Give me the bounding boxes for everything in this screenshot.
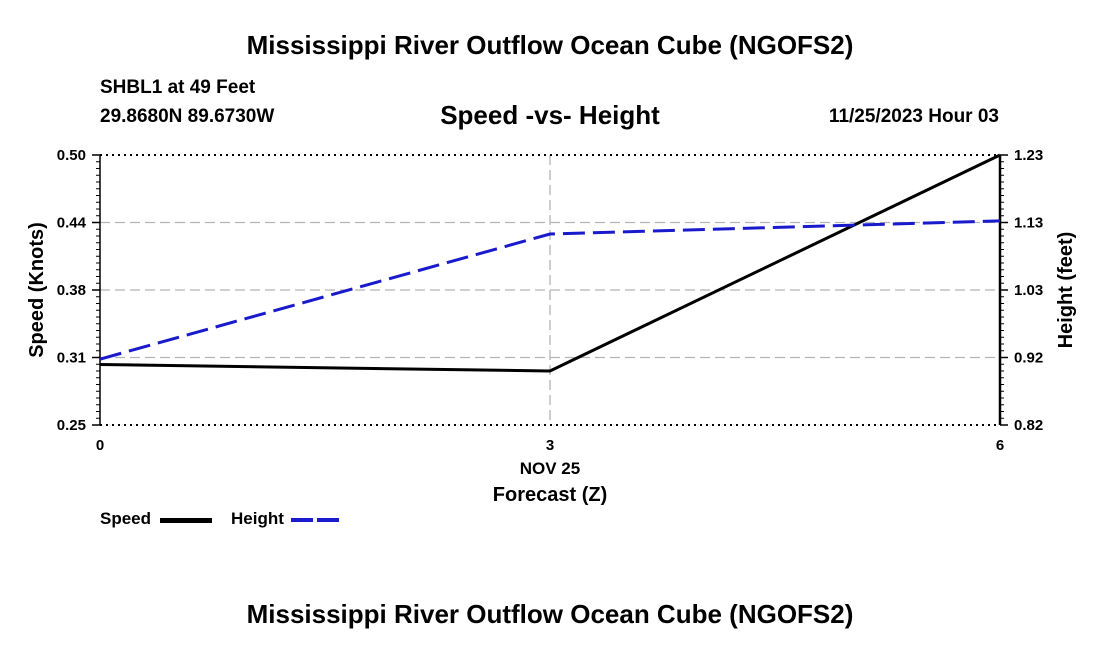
axis-labels: 0.25 0.82 0.31 0.92 0.38 1.03 0.44 1.13 0.50 1.23… [26, 147, 1077, 506]
footer-title: Mississippi River Outflow Ocean Cube (NG… [246, 599, 854, 629]
station-coordinates: 29.8680N 89.6730W [100, 106, 275, 127]
left-y-axis-title: Speed (Knots) [26, 222, 48, 358]
left-y-tick-label: 0.50 [57, 147, 86, 164]
x-tick-label: 6 [996, 437, 1004, 454]
right-y-axis-title: Height (feet) [1055, 232, 1077, 349]
legend-speed-swatch [160, 518, 212, 523]
x-date-label: NOV 25 [520, 459, 580, 478]
series-lines [99, 153, 1001, 373]
x-tick-label: 0 [96, 437, 104, 454]
legend-height-label: Height [231, 509, 284, 528]
right-y-tick-label: 1.23 [1014, 147, 1043, 164]
left-y-tick-label: 0.38 [57, 282, 86, 299]
legend-speed-label: Speed [100, 509, 152, 528]
page-title: Mississippi River Outflow Ocean Cube (NG… [246, 30, 854, 60]
right-y-tick-label: 1.13 [1014, 215, 1043, 232]
series-line-speed [99, 153, 1001, 373]
series-line-height [99, 219, 1001, 361]
grid [100, 155, 1000, 425]
right-y-tick-label: 0.92 [1014, 350, 1043, 367]
forecast-datetime: 11/25/2023 Hour 03 [828, 106, 999, 127]
chart-title: Speed -vs- Height [440, 100, 660, 130]
left-y-tick-label: 0.25 [57, 417, 86, 434]
right-y-tick-label: 1.03 [1014, 282, 1043, 299]
axis-ticks [92, 154, 1008, 426]
right-y-tick-label: 0.82 [1014, 417, 1043, 434]
left-y-tick-label: 0.31 [57, 350, 86, 367]
legend-height-swatch [291, 518, 343, 522]
left-y-tick-label: 0.44 [57, 215, 87, 232]
x-tick-label: 3 [546, 437, 554, 454]
station-name: SHBL1 at 49 Feet [100, 77, 256, 98]
x-axis-title: Forecast (Z) [493, 484, 607, 506]
